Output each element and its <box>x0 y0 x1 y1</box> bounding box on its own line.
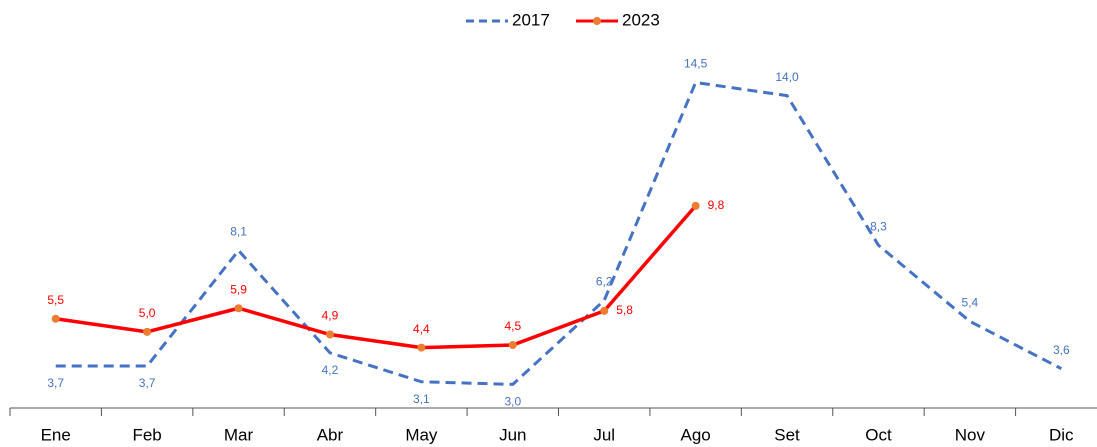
x-tick-label: Set <box>774 425 800 444</box>
data-label: 5,8 <box>616 303 633 317</box>
data-label: 6,2 <box>596 275 613 289</box>
data-label: 4,9 <box>322 309 339 323</box>
marker <box>51 314 60 323</box>
x-tick-label: Feb <box>132 425 161 444</box>
data-label: 14,0 <box>775 70 799 84</box>
legend-marker <box>593 17 601 25</box>
marker <box>143 327 152 336</box>
x-tick-label: Jun <box>499 425 526 444</box>
data-label: 3,0 <box>504 395 521 409</box>
data-label: 4,4 <box>413 322 430 336</box>
marker <box>325 330 334 339</box>
data-label: 4,2 <box>322 363 339 377</box>
data-label: 14,5 <box>684 57 708 71</box>
x-tick-label: Ene <box>41 425 71 444</box>
marker <box>508 341 517 349</box>
data-label: 4,5 <box>504 319 521 333</box>
x-tick-label: May <box>405 425 438 444</box>
data-label: 9,8 <box>708 198 725 212</box>
data-label: 3,7 <box>139 376 156 390</box>
x-tick-label: Ago <box>681 425 711 444</box>
data-label: 5,5 <box>47 293 64 307</box>
data-label: 8,1 <box>230 225 247 239</box>
data-label: 3,6 <box>1053 343 1070 357</box>
x-tick-label: Jul <box>593 425 615 444</box>
legend-label: 2023 <box>622 10 660 29</box>
data-label: 5,4 <box>962 296 979 310</box>
series-line <box>55 80 1062 386</box>
data-label: 5,0 <box>139 306 156 320</box>
x-tick-label: Abr <box>317 425 344 444</box>
x-tick-label: Oct <box>865 425 892 444</box>
marker <box>417 343 426 352</box>
x-tick-label: Mar <box>224 425 254 444</box>
series-line <box>55 204 697 350</box>
marker <box>600 306 609 315</box>
data-label: 3,1 <box>413 392 430 406</box>
marker <box>691 201 700 210</box>
marker <box>234 304 243 313</box>
legend-label: 2017 <box>512 10 550 29</box>
x-tick-label: Dic <box>1049 425 1074 444</box>
data-label: 5,9 <box>230 282 247 296</box>
x-tick-label: Nov <box>955 425 986 444</box>
data-label: 8,3 <box>870 219 887 233</box>
data-label: 3,7 <box>47 376 64 390</box>
